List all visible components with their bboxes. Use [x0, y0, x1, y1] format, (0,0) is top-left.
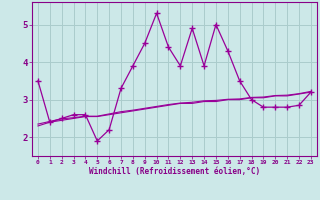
- X-axis label: Windchill (Refroidissement éolien,°C): Windchill (Refroidissement éolien,°C): [89, 167, 260, 176]
